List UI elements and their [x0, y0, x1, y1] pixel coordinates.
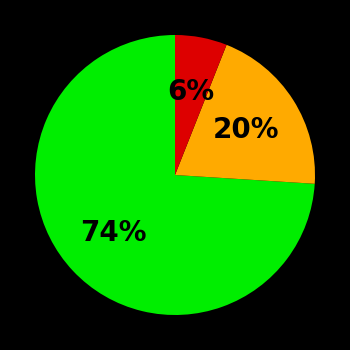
- Wedge shape: [175, 35, 226, 175]
- Text: 6%: 6%: [167, 78, 214, 106]
- Text: 20%: 20%: [213, 116, 279, 144]
- Text: 74%: 74%: [80, 218, 147, 246]
- Wedge shape: [35, 35, 315, 315]
- Wedge shape: [175, 45, 315, 184]
